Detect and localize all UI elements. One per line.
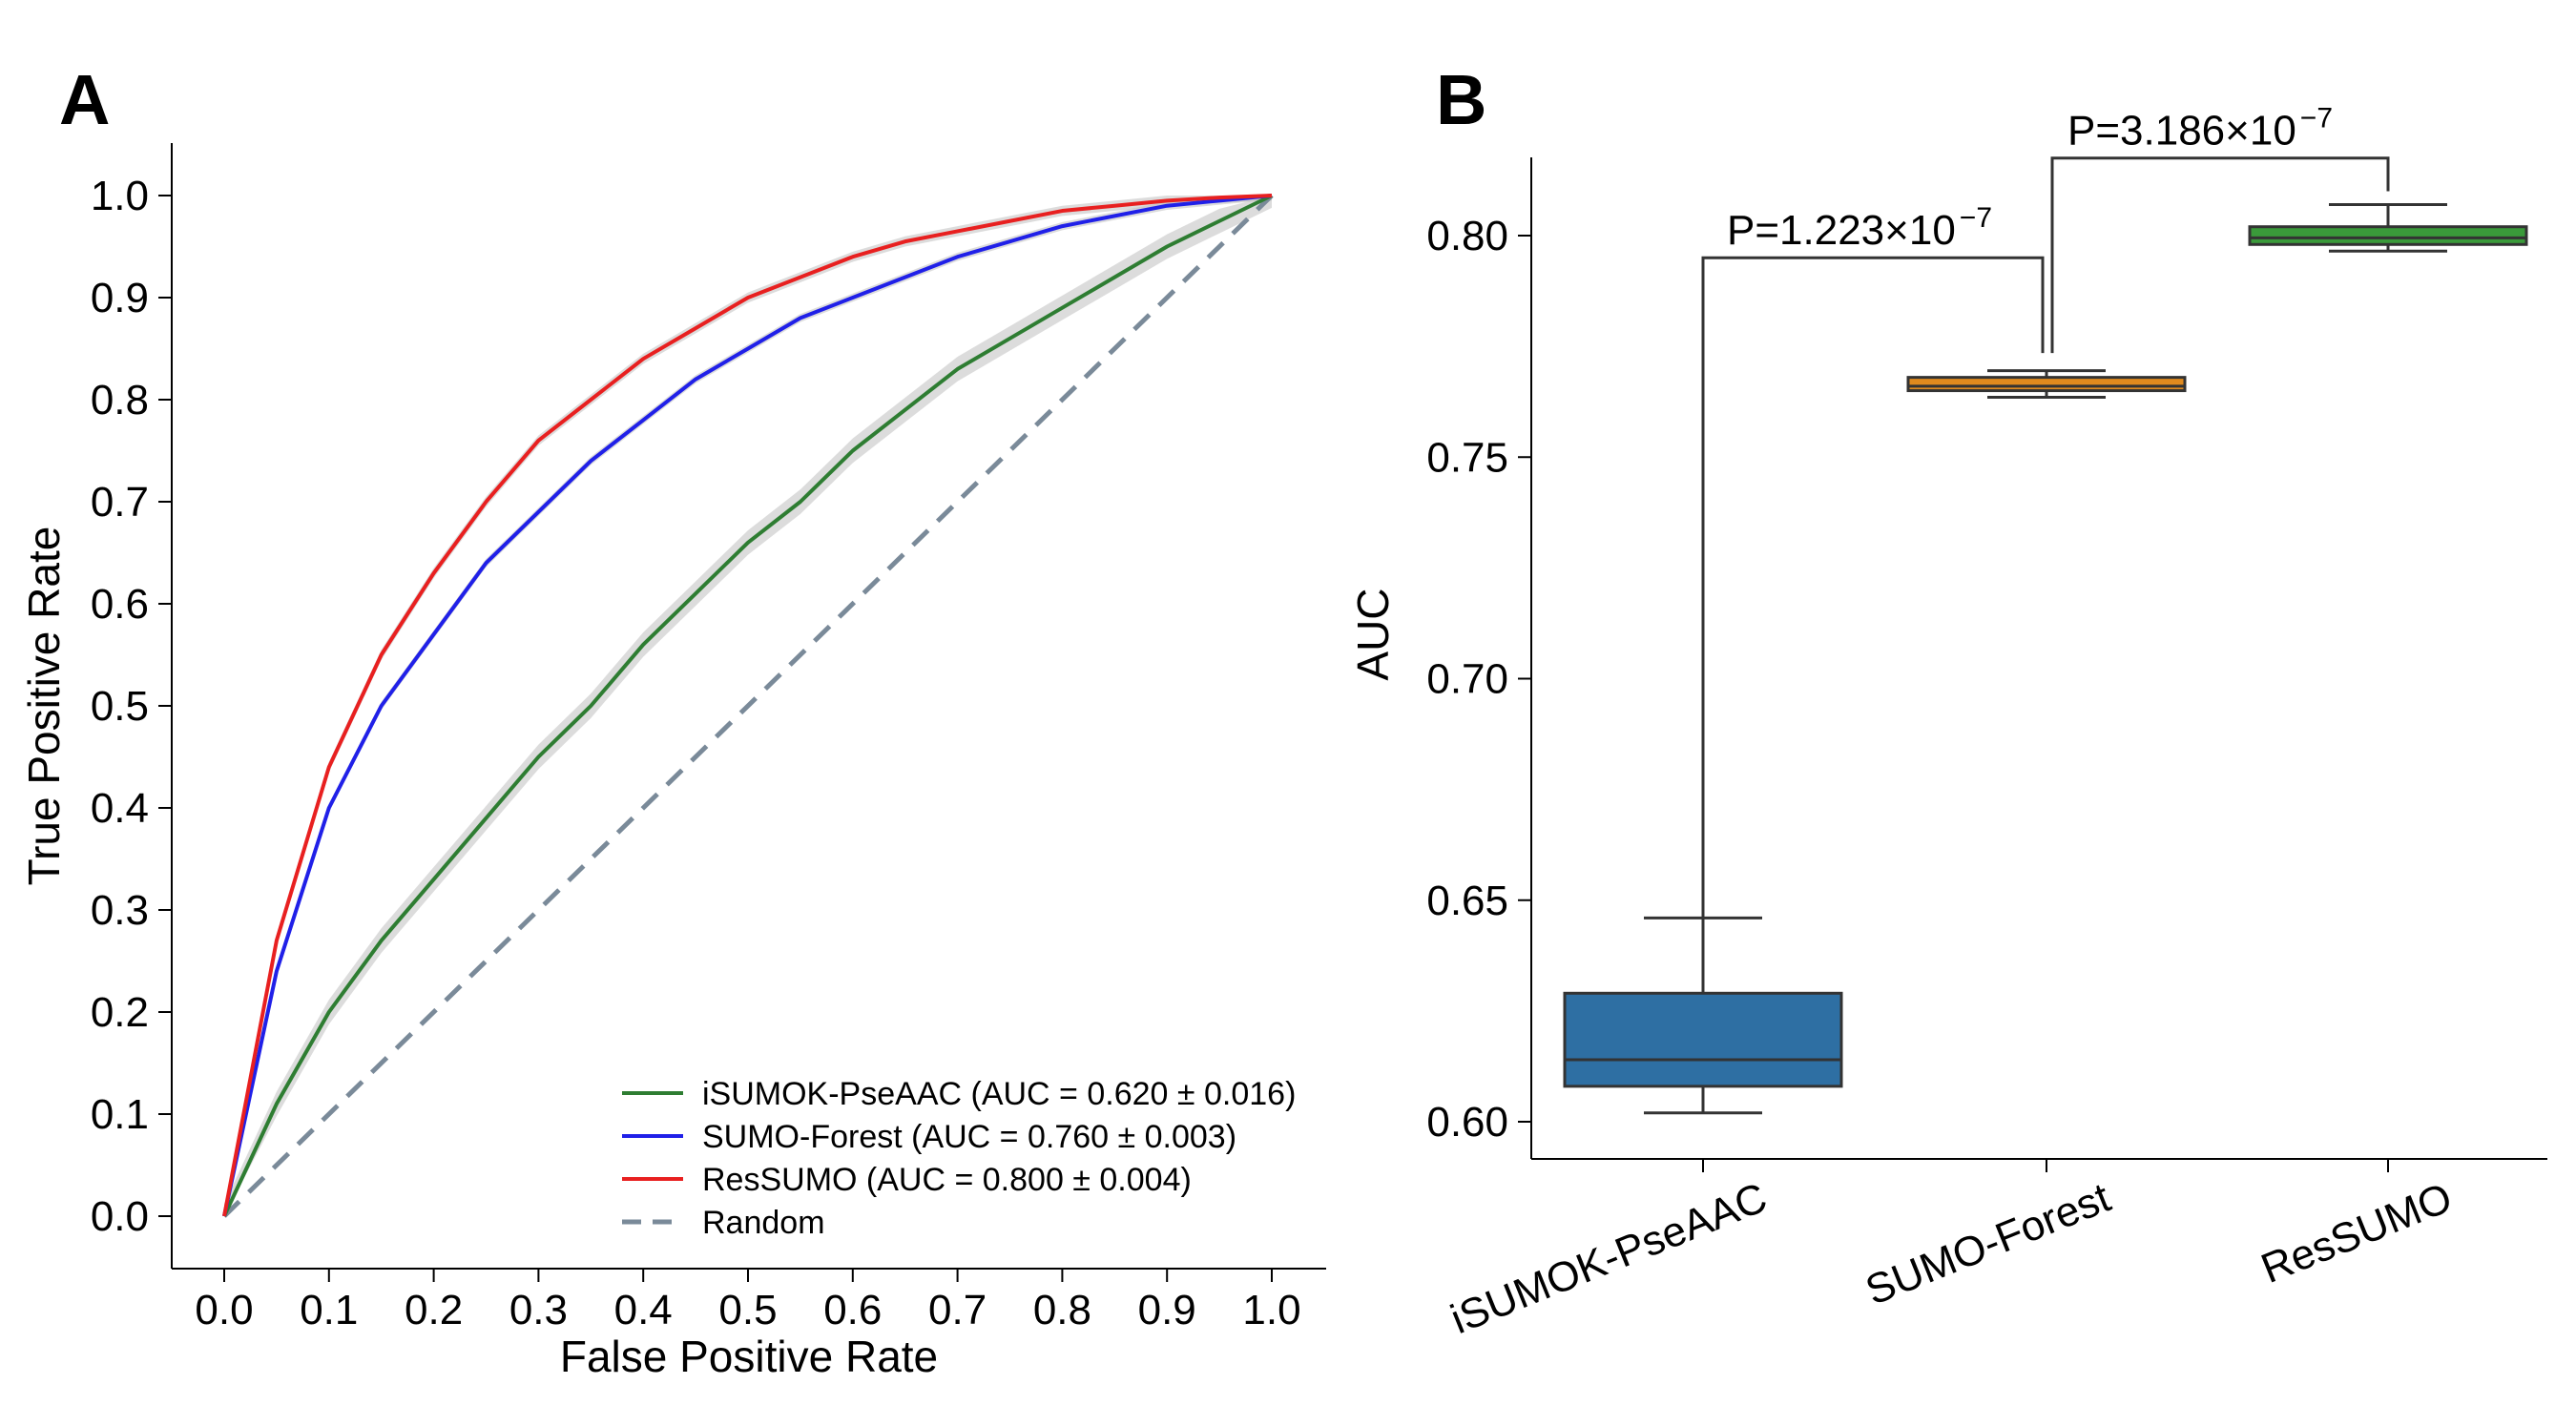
roc-x-ticks: 0.0 0.1 0.2 0.3 0.4 0.5 0.6 0.7 0.8 0.9 1.0 [195,1269,1301,1333]
curve-Random [222,194,1274,1218]
p-value-label: P=3.186×10 −7 [2067,103,2333,155]
panel-label-a: A [59,60,110,139]
y-tick-label: 0.9 [91,275,149,321]
y-tick-label: 0.60 [1426,1099,1508,1146]
x-tick-label: iSUMOK-PseAAC [1444,1174,1774,1343]
x-tick-label: 0.3 [509,1287,568,1333]
box-iSUMOK-PseAAC [1563,916,1843,1115]
x-tick-label: 0.5 [718,1287,777,1333]
box-iqr [2248,225,2528,246]
p-value-exponent: −7 [2300,103,2333,134]
x-tick-label: 0.9 [1138,1287,1196,1333]
panel-label-b: B [1436,60,1486,139]
y-tick-label: 0.2 [91,989,149,1036]
box-iqr [1563,991,1843,1088]
curve-ResSUMO [222,194,1273,1217]
roc-y-axis-title: True Positive Rate [19,527,69,886]
significance-brackets: P=1.223×10 −7 P=3.186×10 −7 [1701,103,2390,919]
y-tick-label: 0.5 [91,683,149,730]
p-value-label: P=1.223×10 −7 [1727,202,1992,254]
y-tick-label: 0.0 [91,1193,149,1240]
x-tick-label: 1.0 [1242,1287,1300,1333]
roc-series-lines [222,194,1274,1218]
p-value-exponent: −7 [1960,202,1992,234]
y-tick-label: 0.80 [1426,213,1508,259]
y-tick-label: 0.1 [91,1091,149,1138]
box-y-ticks: 0.60 0.65 0.70 0.75 0.80 [1426,213,1531,1146]
x-tick-label: 0.6 [823,1287,882,1333]
y-tick-label: 1.0 [91,173,149,219]
y-tick-label: 0.65 [1426,878,1508,924]
roc-x-axis-title: False Positive Rate [560,1332,938,1381]
y-tick-label: 0.75 [1426,434,1508,481]
box-y-axis-title: AUC [1348,588,1398,680]
y-tick-label: 0.3 [91,887,149,934]
roc-chart: 0.0 0.1 0.2 0.3 0.4 0.5 0.6 0.7 0.8 0.9 1.0 0.0 0.1… [19,143,1326,1381]
box-iqr [1906,376,2187,393]
y-tick-label: 0.6 [91,581,149,628]
x-tick-label: 0.2 [405,1287,463,1333]
legend-label-SUMO-Forest: SUMO-Forest (AUC = 0.760 ± 0.003) [702,1119,1236,1155]
significance-bracket [2050,156,2390,354]
x-tick-label: SUMO-Forest [1859,1174,2117,1314]
roc-y-ticks: 0.0 0.1 0.2 0.3 0.4 0.5 0.6 0.7 0.8 0.9 1.0 [91,173,172,1240]
curve-SUMO-Forest [222,194,1273,1217]
x-tick-label: ResSUMO [2254,1174,2458,1292]
box-elements [1563,202,2528,1115]
roc-legend: iSUMOK-PseAAC (AUC = 0.620 ± 0.016) SUMO-… [622,1076,1296,1241]
legend-label-ResSUMO: ResSUMO (AUC = 0.800 ± 0.004) [702,1162,1192,1198]
y-tick-label: 0.8 [91,377,149,424]
y-tick-label: 0.70 [1426,656,1508,703]
y-tick-label: 0.7 [91,479,149,526]
auc-boxplot: 0.60 0.65 0.70 0.75 0.80 iSUMOK-PseAAC SUMO-F… [1348,103,2547,1343]
x-tick-label: 0.8 [1033,1287,1091,1333]
box-ResSUMO [2248,202,2528,253]
legend-label-Random: Random [702,1205,825,1241]
legend-label-iSUMOK-PseAAC: iSUMOK-PseAAC (AUC = 0.620 ± 0.016) [702,1076,1296,1112]
box-SUMO-Forest [1906,369,2187,400]
x-tick-label: 0.4 [614,1287,673,1333]
significance-bracket [1701,256,2045,919]
box-x-ticks: iSUMOK-PseAAC SUMO-Forest ResSUMO [1444,1159,2459,1343]
y-tick-label: 0.4 [91,785,149,832]
curve-iSUMOK-PseAAC [222,194,1273,1217]
x-tick-label: 0.0 [195,1287,253,1333]
x-tick-label: 0.7 [928,1287,987,1333]
x-tick-label: 0.1 [300,1287,358,1333]
